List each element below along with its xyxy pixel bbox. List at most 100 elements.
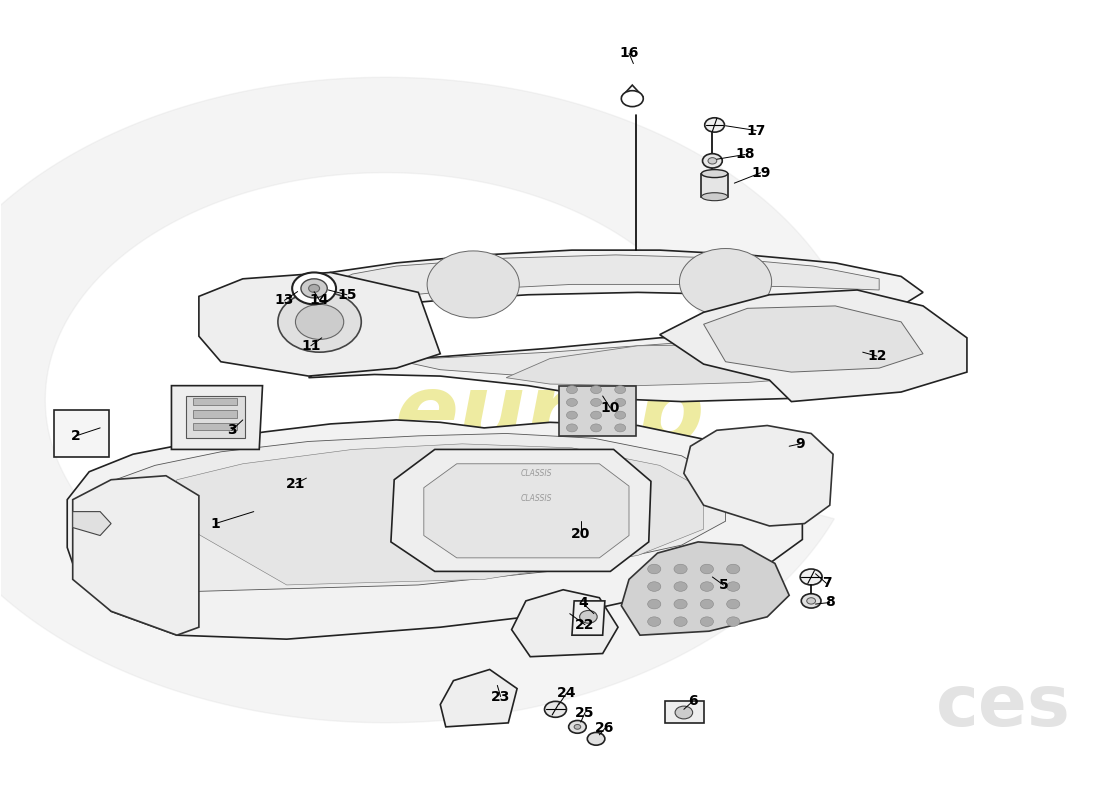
Polygon shape — [199, 273, 440, 376]
Circle shape — [648, 617, 661, 626]
Circle shape — [591, 411, 602, 419]
Text: 2: 2 — [72, 429, 81, 443]
Text: 22: 22 — [575, 618, 595, 632]
Circle shape — [674, 599, 688, 609]
Circle shape — [278, 291, 361, 352]
Circle shape — [615, 398, 626, 406]
Polygon shape — [424, 464, 629, 558]
Circle shape — [569, 721, 586, 734]
Circle shape — [648, 582, 661, 591]
Text: 11: 11 — [301, 338, 320, 353]
Circle shape — [296, 304, 343, 339]
Circle shape — [574, 725, 581, 730]
Circle shape — [566, 386, 578, 394]
Text: 16: 16 — [619, 46, 639, 60]
Circle shape — [701, 582, 714, 591]
Polygon shape — [186, 396, 245, 438]
Circle shape — [591, 424, 602, 432]
Circle shape — [591, 398, 602, 406]
Circle shape — [580, 610, 597, 623]
Circle shape — [566, 424, 578, 432]
Circle shape — [703, 154, 723, 168]
Polygon shape — [172, 386, 263, 450]
Text: ces: ces — [936, 673, 1071, 742]
Circle shape — [587, 733, 605, 745]
Circle shape — [800, 569, 822, 585]
Circle shape — [566, 398, 578, 406]
Text: CLASSIS: CLASSIS — [521, 494, 552, 503]
Polygon shape — [67, 420, 802, 639]
Polygon shape — [666, 702, 704, 723]
Ellipse shape — [702, 170, 728, 178]
Circle shape — [727, 564, 740, 574]
Circle shape — [675, 706, 693, 719]
Polygon shape — [704, 306, 923, 372]
Text: 13: 13 — [275, 294, 294, 307]
Circle shape — [727, 599, 740, 609]
Polygon shape — [309, 334, 923, 402]
Text: 12: 12 — [867, 349, 887, 363]
Circle shape — [674, 582, 688, 591]
Circle shape — [727, 582, 740, 591]
Text: 7: 7 — [822, 576, 832, 590]
Circle shape — [301, 279, 328, 298]
Circle shape — [674, 617, 688, 626]
Text: 24: 24 — [557, 686, 576, 700]
Circle shape — [705, 118, 725, 132]
Circle shape — [648, 599, 661, 609]
Circle shape — [708, 158, 717, 164]
Polygon shape — [194, 410, 238, 418]
Ellipse shape — [702, 193, 728, 201]
Circle shape — [680, 249, 771, 315]
Circle shape — [727, 617, 740, 626]
Circle shape — [615, 424, 626, 432]
Circle shape — [801, 594, 821, 608]
Polygon shape — [166, 444, 704, 585]
Circle shape — [309, 285, 320, 292]
Polygon shape — [73, 476, 199, 635]
Text: 20: 20 — [571, 527, 591, 541]
Text: 3: 3 — [227, 423, 236, 438]
Text: 25: 25 — [575, 706, 595, 719]
Text: 9: 9 — [795, 437, 805, 451]
Circle shape — [621, 90, 643, 106]
Polygon shape — [440, 670, 517, 727]
Text: 19: 19 — [751, 166, 770, 180]
Polygon shape — [54, 410, 109, 458]
Polygon shape — [287, 250, 923, 310]
Polygon shape — [100, 434, 726, 591]
Circle shape — [615, 386, 626, 394]
Circle shape — [615, 411, 626, 419]
Text: 8: 8 — [825, 595, 835, 610]
Polygon shape — [660, 290, 967, 402]
Circle shape — [591, 386, 602, 394]
Circle shape — [648, 564, 661, 574]
Polygon shape — [684, 426, 833, 526]
Polygon shape — [73, 512, 111, 535]
Polygon shape — [194, 398, 238, 405]
Polygon shape — [621, 542, 789, 635]
Polygon shape — [194, 423, 238, 430]
Circle shape — [701, 617, 714, 626]
Polygon shape — [512, 590, 618, 657]
Text: 26: 26 — [595, 722, 615, 735]
Circle shape — [544, 702, 566, 718]
Polygon shape — [396, 341, 879, 380]
Polygon shape — [0, 78, 834, 722]
Circle shape — [293, 273, 336, 304]
Polygon shape — [621, 85, 643, 97]
Polygon shape — [390, 450, 651, 571]
Text: 5: 5 — [718, 578, 728, 592]
Text: 14: 14 — [310, 294, 329, 307]
Polygon shape — [559, 386, 636, 436]
Text: 18: 18 — [736, 147, 755, 162]
Polygon shape — [331, 255, 879, 296]
Text: 6: 6 — [688, 694, 697, 708]
Polygon shape — [572, 601, 605, 635]
Text: eurob: eurob — [395, 370, 705, 462]
Text: CLASSIS: CLASSIS — [521, 469, 552, 478]
Circle shape — [806, 598, 815, 604]
Circle shape — [674, 564, 688, 574]
Text: 1: 1 — [210, 517, 220, 530]
Polygon shape — [506, 344, 857, 386]
